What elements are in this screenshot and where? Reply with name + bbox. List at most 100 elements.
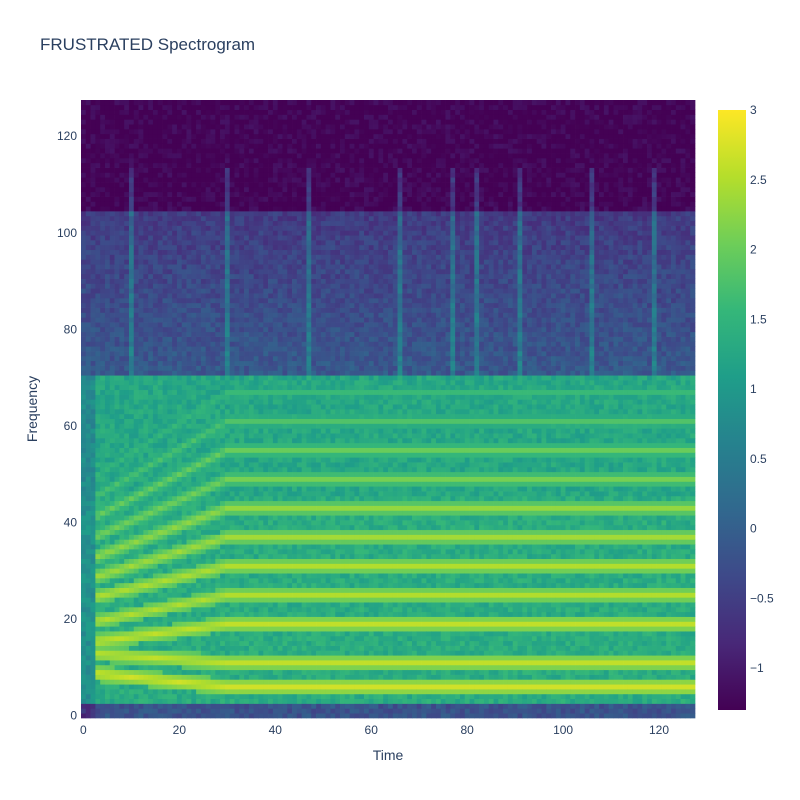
heatmap-cell	[220, 558, 226, 564]
heatmap-cell	[119, 534, 125, 540]
heatmap-cell	[210, 442, 216, 448]
heatmap-cell	[119, 635, 125, 642]
heatmap-cell	[133, 162, 139, 168]
heatmap-cell	[109, 302, 115, 308]
heatmap-cell	[143, 486, 149, 492]
heatmap-cell	[162, 128, 168, 135]
heatmap-cell	[186, 457, 192, 463]
heatmap-cell	[220, 114, 226, 120]
heatmap-cell	[244, 462, 250, 468]
heatmap-cell	[258, 307, 264, 313]
heatmap-cell	[167, 230, 173, 236]
heatmap-cell	[186, 244, 192, 251]
heatmap-cell	[205, 664, 211, 671]
heatmap-cell	[133, 558, 139, 564]
heatmap-cell	[114, 293, 120, 299]
heatmap-cell	[81, 293, 87, 299]
heatmap-cell	[114, 273, 120, 279]
heatmap-cell	[157, 602, 163, 608]
heatmap-cell	[119, 389, 125, 395]
heatmap-cell	[100, 645, 106, 651]
heatmap-cell	[95, 109, 101, 115]
heatmap-cell	[210, 225, 216, 231]
heatmap-cell	[114, 119, 120, 125]
heatmap-cell	[186, 278, 192, 284]
heatmap-cell	[152, 119, 159, 125]
heatmap-cell	[95, 495, 101, 502]
heatmap-cell	[157, 611, 163, 617]
heatmap-cell	[186, 413, 192, 420]
heatmap-cell	[119, 133, 125, 139]
heatmap-cell	[114, 664, 120, 671]
heatmap-cell	[234, 312, 240, 318]
heatmap-cell	[157, 466, 163, 473]
heatmap-cell	[181, 447, 187, 453]
heatmap-cell	[100, 157, 106, 164]
heatmap-cell	[85, 293, 91, 299]
heatmap-cell	[162, 457, 168, 463]
heatmap-cell	[157, 201, 163, 207]
heatmap-cell	[85, 524, 91, 531]
heatmap-cell	[172, 500, 178, 506]
heatmap-cell	[167, 114, 173, 120]
heatmap-cell	[248, 602, 255, 608]
heatmap-cell	[128, 109, 135, 115]
heatmap-cell	[81, 635, 87, 642]
heatmap-cell	[138, 529, 144, 535]
heatmap-cell	[196, 331, 202, 337]
heatmap-cell	[100, 437, 106, 444]
heatmap-cell	[200, 558, 207, 564]
heatmap-cell	[95, 693, 101, 700]
heatmap-cell	[124, 457, 130, 463]
heatmap-cell	[229, 626, 235, 632]
heatmap-cell	[114, 674, 120, 680]
heatmap-cell	[253, 418, 259, 424]
heatmap-cell	[176, 703, 183, 709]
heatmap-cell	[263, 602, 269, 608]
heatmap-cell	[157, 553, 163, 560]
heatmap-cell	[186, 510, 192, 516]
heatmap-cell	[191, 481, 197, 487]
heatmap-cell	[234, 577, 240, 584]
heatmap-cell	[81, 254, 87, 260]
heatmap-cell	[215, 515, 221, 521]
heatmap-cell	[239, 563, 245, 569]
heatmap-cell	[172, 553, 178, 560]
heatmap-cell	[119, 307, 125, 313]
heatmap-cell	[191, 220, 197, 226]
heatmap-cell	[172, 452, 178, 458]
heatmap-cell	[205, 297, 211, 304]
heatmap-cell	[90, 346, 96, 352]
heatmap-cell	[239, 476, 245, 482]
heatmap-cell	[104, 582, 111, 588]
heatmap-cell	[133, 293, 139, 299]
heatmap-cell	[162, 573, 168, 579]
heatmap-cell	[85, 351, 91, 357]
heatmap-cell	[172, 418, 178, 424]
heatmap-cell	[196, 428, 202, 434]
heatmap-cell	[167, 582, 173, 588]
heatmap-cell	[172, 626, 178, 632]
heatmap-cell	[104, 544, 111, 550]
heatmap-cell	[114, 481, 120, 487]
heatmap-cell	[124, 433, 130, 439]
heatmap-cell	[200, 452, 207, 458]
heatmap-cell	[90, 341, 96, 347]
heatmap-cell	[253, 689, 259, 695]
heatmap-cell	[104, 254, 111, 260]
heatmap-cell	[81, 384, 87, 391]
heatmap-cell	[224, 312, 231, 318]
heatmap-cell	[258, 693, 264, 700]
heatmap-cell	[167, 553, 173, 560]
heatmap-cell	[157, 544, 163, 550]
heatmap-cell	[90, 621, 96, 627]
heatmap-cell	[148, 211, 154, 217]
heatmap-cell	[152, 452, 159, 458]
heatmap-cell	[248, 669, 255, 675]
heatmap-cell	[119, 360, 125, 366]
heatmap-cell	[90, 283, 96, 289]
heatmap-cell	[224, 167, 231, 173]
heatmap-cell	[181, 375, 187, 381]
heatmap-cell	[167, 713, 173, 719]
heatmap-cell	[162, 495, 168, 502]
